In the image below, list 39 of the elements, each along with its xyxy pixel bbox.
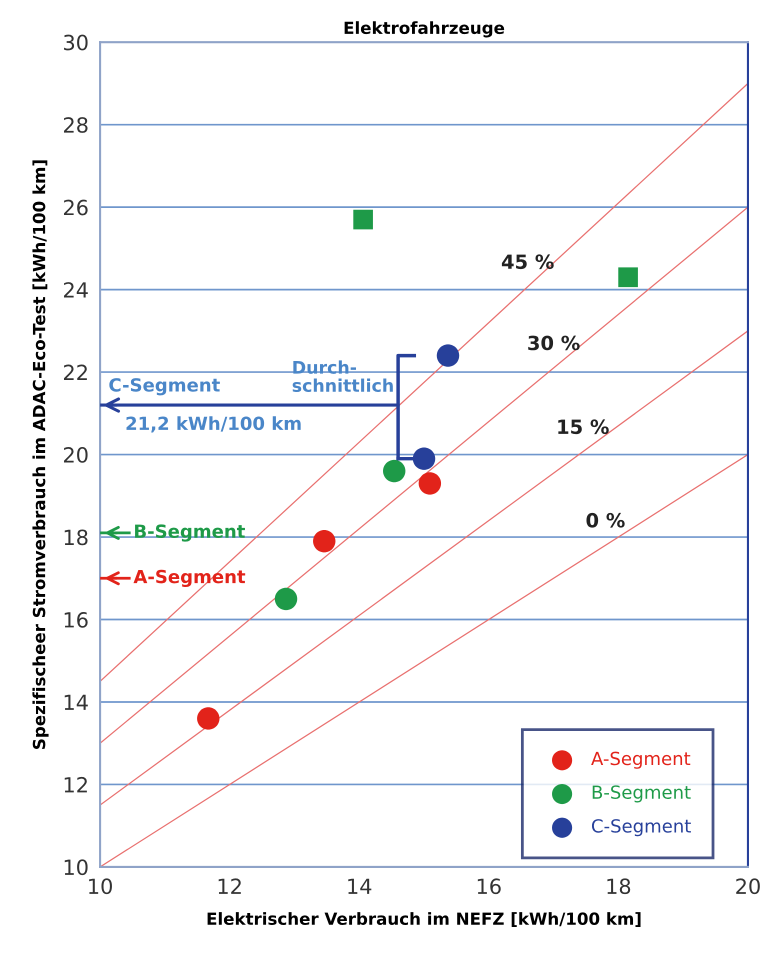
- point: [383, 460, 406, 482]
- x-tick-label: 20: [736, 878, 760, 894]
- y-tick-label: 24: [64, 282, 88, 298]
- y-axis-title: Spezifischeer Stromverbrauch im ADAC-Eco-Test [kWh/100 km]: [32, 160, 49, 749]
- annotation: Durch- schnittlich: [292, 360, 393, 392]
- y-tick-label: 20: [64, 447, 88, 463]
- point: [412, 447, 436, 470]
- y-tick-label: 30: [64, 34, 88, 50]
- annotation: 15 %: [558, 419, 609, 434]
- annotation: 45 %: [502, 254, 554, 270]
- annotation: C-Segment: [109, 378, 220, 396]
- y-tick-label: 12: [64, 776, 87, 792]
- y-tick-label: 26: [64, 200, 88, 216]
- y-tick-label: 18: [64, 529, 88, 546]
- y-tick-label: 28: [64, 117, 88, 133]
- point: [274, 588, 298, 610]
- x-tick-label: 16: [478, 878, 501, 894]
- annotation: 30 %: [528, 336, 580, 350]
- x-tick-label: 18: [607, 878, 630, 894]
- annotation: 0 %: [586, 512, 625, 528]
- x-tick-label: 14: [348, 878, 372, 894]
- point: [618, 267, 638, 288]
- y-tick-label: 22: [64, 364, 87, 380]
- x-tick-label: 10: [89, 878, 112, 894]
- y-tick-label: 10: [64, 859, 88, 876]
- y-tick-label: 14: [64, 694, 88, 710]
- point: [436, 344, 460, 367]
- legend-label: C-Segment: [592, 819, 691, 836]
- point: [418, 472, 442, 495]
- point: [197, 707, 220, 730]
- legend-label: B-Segment: [592, 785, 691, 803]
- x-axis-title: Elektrischer Verbrauch im NEFZ [kWh/100 km]: [208, 912, 641, 927]
- y-tick-label: 16: [64, 612, 88, 628]
- point: [353, 210, 373, 230]
- ref-line-label: 21,2 kWh/100 km: [126, 416, 301, 432]
- chart-title: Elektrofahrzeuge: [344, 21, 504, 38]
- point: [313, 530, 336, 552]
- legend-label: A-Segment: [591, 752, 690, 769]
- x-tick-label: 12: [218, 878, 241, 894]
